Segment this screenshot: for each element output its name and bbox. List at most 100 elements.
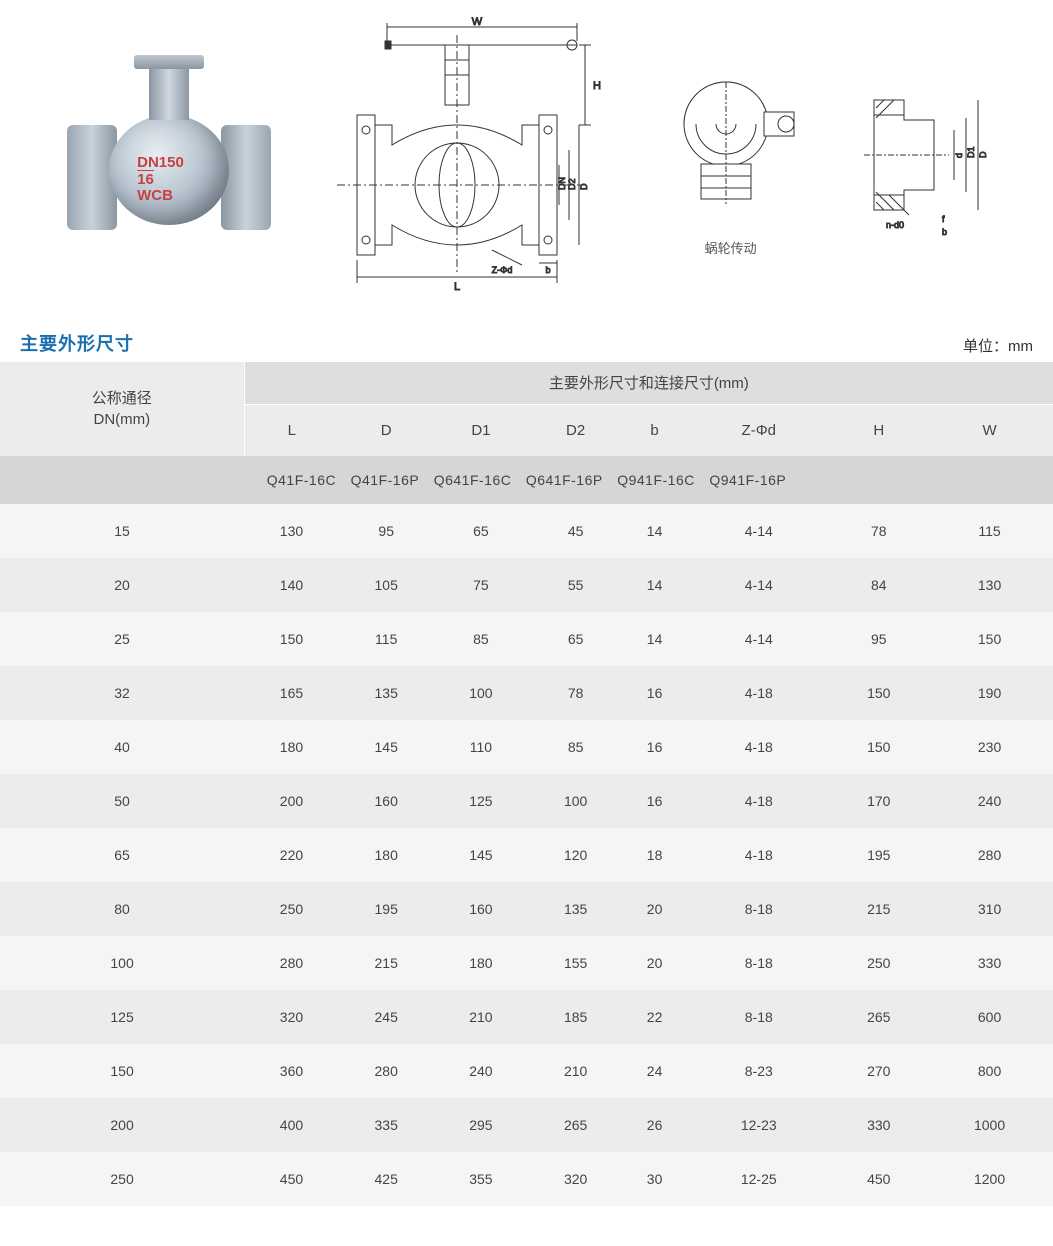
table-cell: 20 bbox=[623, 882, 686, 936]
dim-DN: DN bbox=[557, 177, 567, 190]
table-cell: 100 bbox=[528, 774, 623, 828]
table-cell: 55 bbox=[528, 558, 623, 612]
table-cell: 195 bbox=[831, 828, 926, 882]
table-cell: 450 bbox=[831, 1152, 926, 1206]
table-cell: 18 bbox=[623, 828, 686, 882]
table-row: 125320245210185228-18265600 bbox=[0, 990, 1053, 1044]
table-cell: 150 bbox=[244, 612, 339, 666]
table-cell: 15 bbox=[0, 504, 244, 558]
table-cell: 1000 bbox=[926, 1098, 1053, 1152]
dim-Zd: Z-Φd bbox=[492, 265, 513, 275]
dim-b: b bbox=[546, 265, 551, 275]
table-row: 201401057555144-1484130 bbox=[0, 558, 1053, 612]
table-cell: 240 bbox=[434, 1044, 529, 1098]
side-drawing-svg bbox=[646, 54, 816, 234]
dim-W: W bbox=[472, 16, 483, 28]
table-cell: 78 bbox=[528, 666, 623, 720]
valve-stem bbox=[149, 65, 189, 120]
table-cell: 40 bbox=[0, 720, 244, 774]
hdr-dn-line2: DN(mm) bbox=[93, 411, 150, 428]
table-cell: 150 bbox=[0, 1044, 244, 1098]
table-cell: 220 bbox=[244, 828, 339, 882]
table-cell: 85 bbox=[528, 720, 623, 774]
table-cell: 8-18 bbox=[686, 936, 831, 990]
valve-photo-box: DN150 16 WCB bbox=[49, 35, 289, 275]
table-cell: 12-25 bbox=[686, 1152, 831, 1206]
table-cell: 115 bbox=[926, 504, 1053, 558]
side-drawing bbox=[646, 54, 816, 234]
table-cell: 8-18 bbox=[686, 990, 831, 1044]
col-L: L bbox=[244, 404, 339, 456]
col-group-header: 主要外形尺寸和连接尺寸(mm) bbox=[244, 362, 1053, 404]
table-row: 150360280240210248-23270800 bbox=[0, 1044, 1053, 1098]
table-cell: 14 bbox=[623, 612, 686, 666]
table-cell: 50 bbox=[0, 774, 244, 828]
table-cell: 295 bbox=[434, 1098, 529, 1152]
table-row: 100280215180155208-18250330 bbox=[0, 936, 1053, 990]
table-cell: 230 bbox=[926, 720, 1053, 774]
table-cell: 330 bbox=[831, 1098, 926, 1152]
table-cell: 4-14 bbox=[686, 558, 831, 612]
col-D2: D2 bbox=[528, 404, 623, 456]
table-row: 3216513510078164-18150190 bbox=[0, 666, 1053, 720]
table-cell: 210 bbox=[528, 1044, 623, 1098]
table-cell: 65 bbox=[528, 612, 623, 666]
table-cell: 215 bbox=[831, 882, 926, 936]
table-cell: 22 bbox=[623, 990, 686, 1044]
table-cell: 280 bbox=[244, 936, 339, 990]
col-D1: D1 bbox=[434, 404, 529, 456]
table-cell: 4-14 bbox=[686, 504, 831, 558]
table-cell: 335 bbox=[339, 1098, 434, 1152]
dim-D1f: D1 bbox=[966, 146, 976, 158]
table-cell: 1200 bbox=[926, 1152, 1053, 1206]
table-cell: 95 bbox=[339, 504, 434, 558]
table-cell: 265 bbox=[528, 1098, 623, 1152]
table-cell: 16 bbox=[623, 720, 686, 774]
table-cell: 14 bbox=[623, 558, 686, 612]
table-cell: 160 bbox=[434, 882, 529, 936]
table-cell: 330 bbox=[926, 936, 1053, 990]
table-cell: 165 bbox=[244, 666, 339, 720]
table-cell: 270 bbox=[831, 1044, 926, 1098]
valve-label-line3: WCB bbox=[137, 187, 173, 204]
table-cell: 180 bbox=[244, 720, 339, 774]
table-cell: 150 bbox=[831, 666, 926, 720]
table-cell: 120 bbox=[528, 828, 623, 882]
table-cell: 145 bbox=[434, 828, 529, 882]
flange-drawing-box: d D1 D n-d0 f b bbox=[854, 70, 1004, 240]
table-cell: 4-18 bbox=[686, 666, 831, 720]
table-cell: 30 bbox=[623, 1152, 686, 1206]
valve-label: DN150 16 WCB bbox=[137, 155, 184, 205]
table-cell: 24 bbox=[623, 1044, 686, 1098]
table-cell: 14 bbox=[623, 504, 686, 558]
dim-bf: b bbox=[942, 227, 947, 237]
table-cell: 135 bbox=[528, 882, 623, 936]
tech-drawing-svg: W H bbox=[327, 15, 607, 295]
table-cell: 200 bbox=[244, 774, 339, 828]
dim-nd0: n-d0 bbox=[886, 220, 904, 230]
table-cell: 320 bbox=[244, 990, 339, 1044]
table-cell: 215 bbox=[339, 936, 434, 990]
table-row: 4018014511085164-18150230 bbox=[0, 720, 1053, 774]
title-row: 主要外形尺寸 单位：mm bbox=[0, 320, 1053, 362]
table-cell: 4-14 bbox=[686, 612, 831, 666]
valve-photo: DN150 16 WCB bbox=[49, 35, 289, 275]
table-cell: 160 bbox=[339, 774, 434, 828]
dim-f: f bbox=[942, 214, 945, 224]
table-cell: 20 bbox=[623, 936, 686, 990]
table-cell: 110 bbox=[434, 720, 529, 774]
table-cell: 45 bbox=[528, 504, 623, 558]
tech-drawing: W H bbox=[327, 15, 607, 295]
table-cell: 180 bbox=[434, 936, 529, 990]
table-cell: 280 bbox=[339, 1044, 434, 1098]
col-W: W bbox=[926, 404, 1053, 456]
table-row: 2004003352952652612-233301000 bbox=[0, 1098, 1053, 1152]
table-cell: 4-18 bbox=[686, 774, 831, 828]
table-cell: 800 bbox=[926, 1044, 1053, 1098]
flange-drawing: d D1 D n-d0 f b bbox=[854, 70, 1004, 240]
table-cell: 135 bbox=[339, 666, 434, 720]
hdr-dn-line1: 公称通径 bbox=[92, 390, 152, 407]
table-cell: 8-18 bbox=[686, 882, 831, 936]
spec-table: 公称通径 DN(mm) 主要外形尺寸和连接尺寸(mm) L D D1 D2 b … bbox=[0, 362, 1053, 1206]
table-cell: 115 bbox=[339, 612, 434, 666]
